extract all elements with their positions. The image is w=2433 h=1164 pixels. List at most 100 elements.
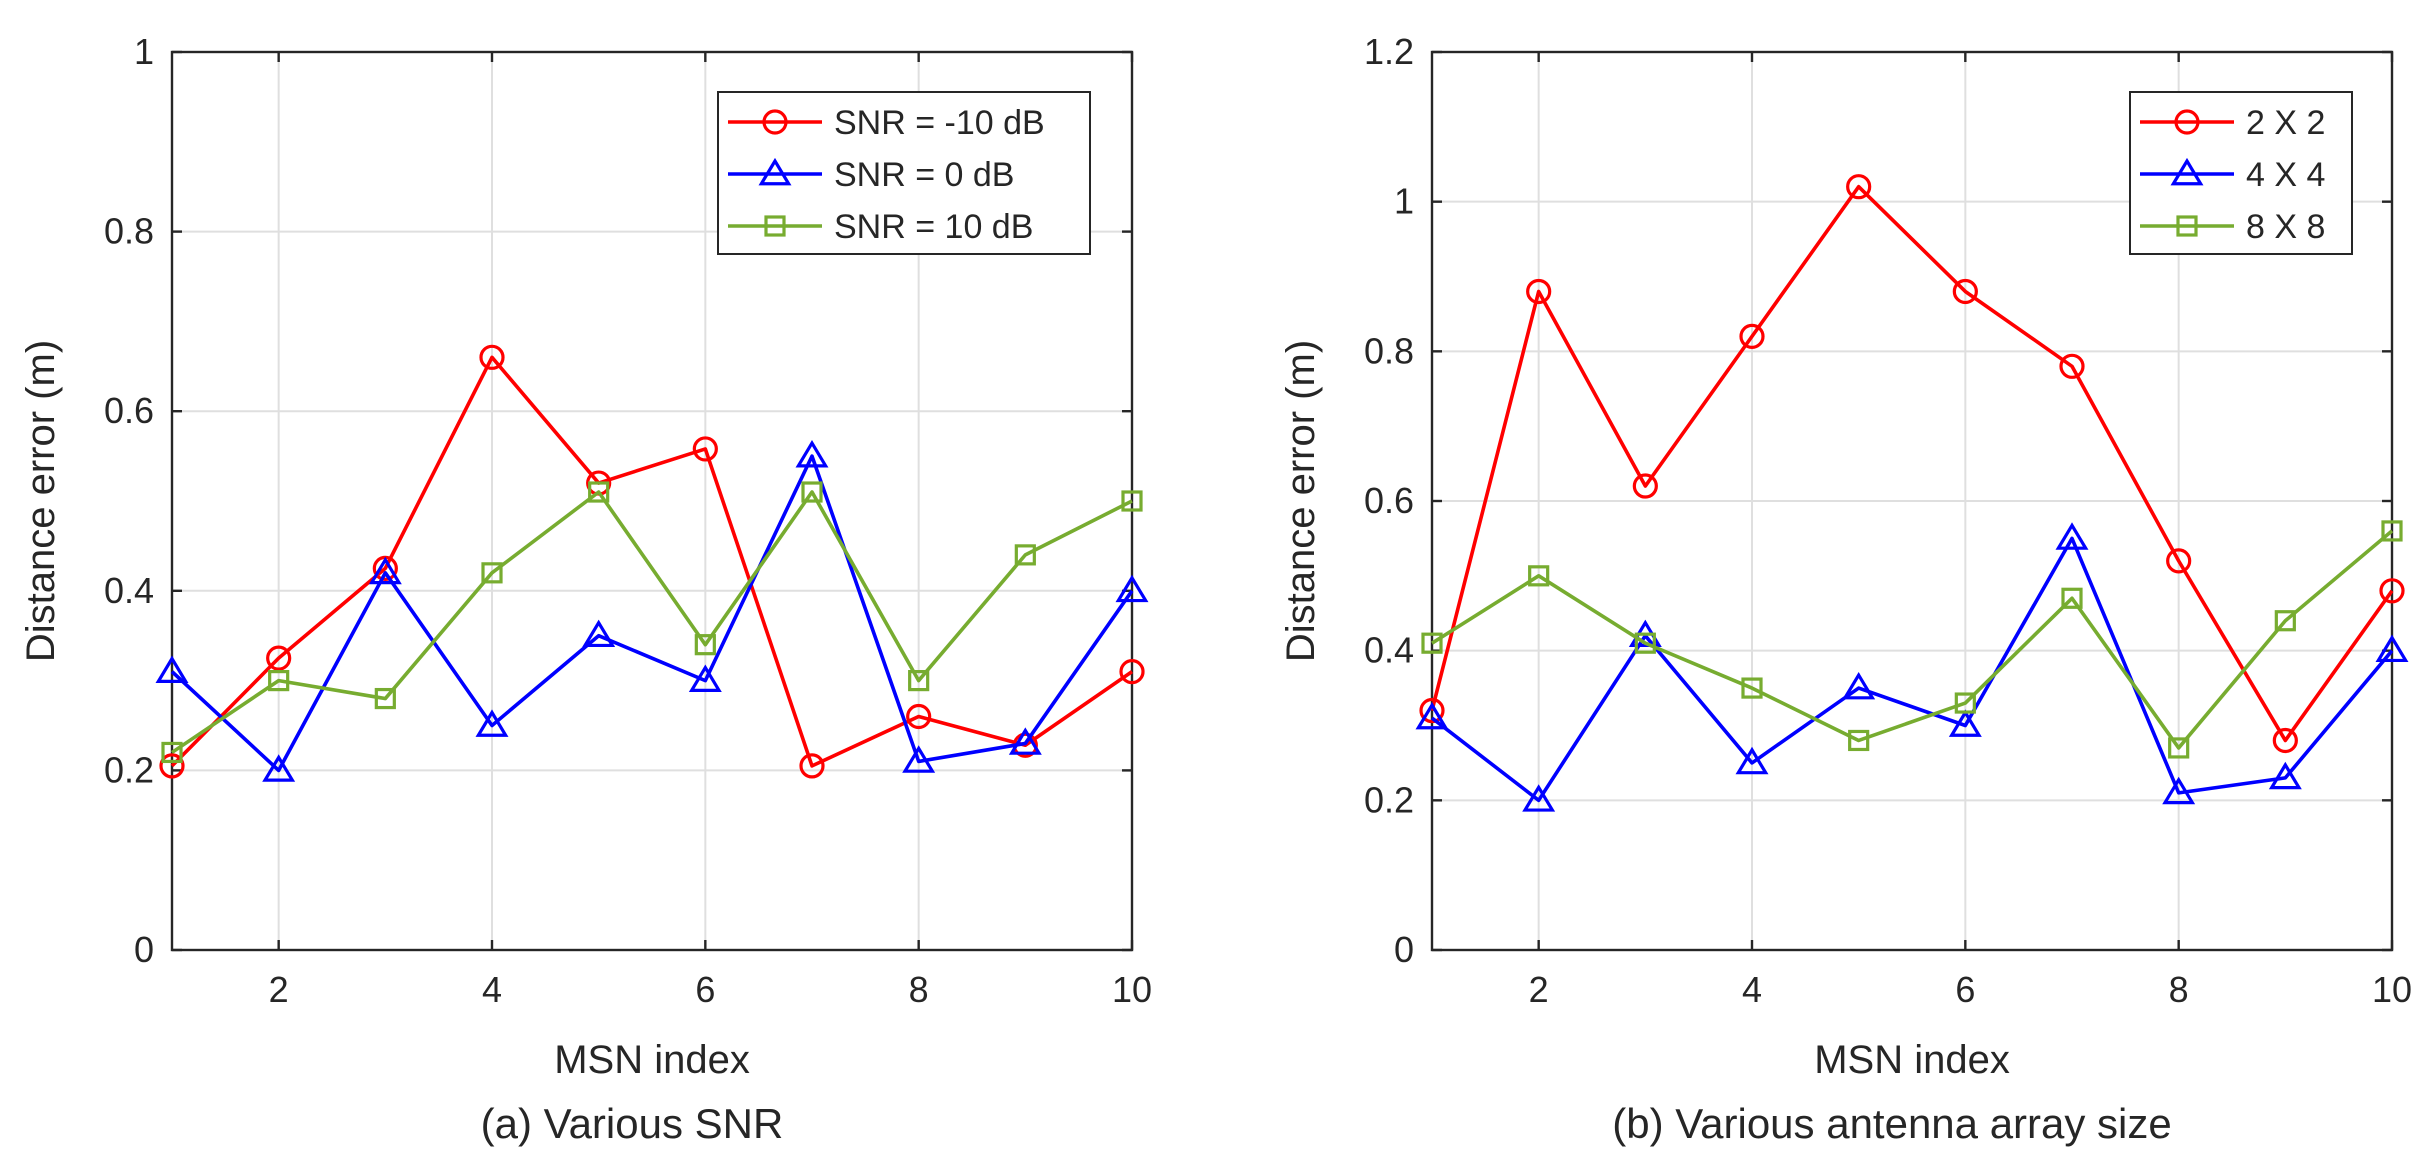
data-point (902, 745, 936, 773)
chart-caption: (a) Various SNR (481, 1100, 784, 1147)
data-point (2162, 776, 2196, 805)
data-point (1632, 473, 1658, 499)
data-point (479, 344, 505, 370)
x-tick-label: 6 (695, 969, 715, 1010)
y-tick-label: 0.6 (104, 390, 154, 431)
data-point (1419, 697, 1445, 724)
chart-caption: (b) Various antenna array size (1612, 1100, 2172, 1147)
legend-entry: 8 X 8 (2140, 208, 2325, 246)
data-point (1842, 671, 1876, 700)
series-line (1431, 529, 2394, 750)
x-axis-label: MSN index (1814, 1038, 2010, 1082)
x-tick-label: 4 (1742, 969, 1762, 1010)
legend-entry: SNR = 10 dB (728, 208, 1033, 246)
legend-swatch-marker (2174, 109, 2200, 135)
data-point (694, 634, 716, 656)
legend-label: SNR = -10 dB (834, 104, 1045, 142)
data-point (1846, 174, 1872, 200)
data-point (2375, 634, 2409, 663)
data-point (161, 741, 183, 764)
data-point (481, 562, 503, 584)
data-point (1115, 574, 1149, 603)
legend: 2 X 2 4 X 4 8 X 8 (2129, 91, 2353, 255)
chart-b: 2 4 6 8 10 0 0.2 0.4 0.6 0.8 1 1.2 MSN index Distance… (1279, 31, 2412, 1147)
data-point (1954, 692, 1976, 714)
legend-label: 2 X 2 (2246, 104, 2325, 142)
data-point (1948, 709, 1982, 737)
x-tick-label: 2 (269, 969, 289, 1010)
series-2 (1421, 520, 2403, 759)
data-point (1119, 659, 1145, 685)
y-tick-label: 0.2 (104, 749, 154, 790)
data-point (374, 687, 396, 710)
data-point (1848, 729, 1870, 752)
data-point (1739, 323, 1765, 349)
data-point (2166, 548, 2192, 574)
x-tick-label: 8 (2169, 969, 2189, 1010)
y-tick-label: 0.2 (1364, 779, 1414, 820)
series-1 (155, 439, 1149, 782)
data-point (906, 703, 932, 730)
y-axis-label: Distance error (m) (1279, 340, 1323, 662)
x-axis-label: MSN index (554, 1038, 750, 1082)
data-point (475, 709, 509, 737)
chart-a: 2 4 6 8 10 0 0.2 0.4 0.6 0.8 1 MSN index Distance er… (19, 31, 1152, 1147)
x-tick-label: 2 (1529, 969, 1549, 1010)
data-point (2379, 578, 2405, 604)
data-point (368, 556, 402, 585)
data-point (1008, 727, 1042, 755)
data-point (2381, 520, 2403, 542)
series-0 (1419, 174, 2405, 754)
x-tick-label: 4 (482, 969, 502, 1010)
series-line (1430, 536, 2394, 803)
data-point (2168, 737, 2190, 759)
y-tick-label: 0.8 (1364, 330, 1414, 371)
y-tick-label: 1.2 (1364, 31, 1414, 72)
data-point (262, 754, 296, 782)
data-point (268, 669, 290, 692)
series-line (1430, 184, 2394, 743)
series-line (170, 355, 1134, 768)
data-point (1415, 701, 1449, 730)
x-tick-label: 6 (1955, 969, 1975, 1010)
y-tick-label: 0.4 (104, 570, 154, 611)
data-point (799, 753, 825, 779)
legend-entry: 2 X 2 (2140, 104, 2325, 142)
data-point (2061, 587, 2083, 609)
legend-swatch-marker (762, 109, 788, 135)
y-tick-label: 1 (134, 31, 154, 72)
x-tick-label: 10 (2372, 969, 2412, 1010)
data-point (1528, 565, 1550, 587)
data-point (588, 481, 610, 503)
y-axis-label: Distance error (m) (19, 340, 63, 662)
data-point (1741, 677, 1763, 699)
data-point (2274, 610, 2296, 632)
legend-entry: SNR = -10 dB (728, 104, 1045, 142)
legend-label: 4 X 4 (2246, 156, 2325, 194)
data-point (2059, 353, 2085, 379)
data-point (582, 619, 616, 648)
data-point (1121, 490, 1143, 512)
x-tick-label: 8 (909, 969, 929, 1010)
data-point (2055, 522, 2089, 550)
legend-swatch-marker (2176, 215, 2198, 237)
y-tick-label: 0 (134, 929, 154, 970)
y-tick-label: 0.8 (104, 211, 154, 252)
series-line (170, 454, 1134, 773)
data-point (159, 753, 185, 779)
y-tick-label: 0 (1394, 929, 1414, 970)
series-line (170, 490, 1133, 754)
legend-entry: SNR = 0 dB (728, 156, 1014, 194)
legend-label: 8 X 8 (2246, 208, 2325, 246)
data-point (1526, 278, 1552, 305)
legend-label: SNR = 10 dB (834, 208, 1033, 246)
y-tick-label: 0.4 (1364, 630, 1414, 671)
x-tick-label: 10 (1112, 969, 1152, 1010)
legend-label: SNR = 0 dB (834, 156, 1014, 194)
y-tick-label: 0.6 (1364, 480, 1414, 521)
data-point (908, 669, 930, 692)
data-point (801, 481, 823, 503)
legend: SNR = -10 dB SNR = 0 dB SNR = 10 dB (717, 91, 1091, 255)
data-point (1634, 632, 1656, 654)
